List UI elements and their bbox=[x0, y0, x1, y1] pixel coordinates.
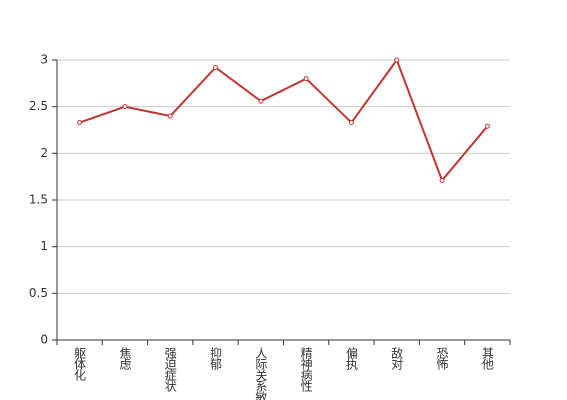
point bbox=[303, 76, 309, 82]
x-tick-label: 偏执 bbox=[344, 346, 358, 371]
x-tick-label: 抑郁 bbox=[209, 346, 223, 371]
x-tick-label: 敌对 bbox=[390, 346, 404, 370]
point bbox=[348, 120, 354, 126]
x-tick-label: 精神病性 bbox=[299, 347, 313, 393]
x-tick-label: 人际关系敏感 bbox=[254, 347, 268, 400]
x-tick-label: 其他 bbox=[480, 347, 494, 370]
y-tick-label: 2.5 bbox=[29, 99, 48, 113]
point bbox=[77, 120, 83, 126]
y-tick-label: 2 bbox=[40, 146, 48, 160]
point bbox=[258, 98, 264, 104]
point bbox=[394, 57, 400, 63]
point bbox=[122, 104, 128, 110]
x-tick-label: 躯体化 bbox=[73, 346, 87, 382]
point bbox=[213, 64, 219, 70]
x-tick-label: 焦虑 bbox=[118, 347, 132, 370]
x-tick-label: 强迫症状 bbox=[163, 347, 177, 392]
line bbox=[79, 57, 489, 183]
point bbox=[439, 177, 445, 183]
point bbox=[484, 123, 490, 129]
point bbox=[167, 113, 173, 119]
y-tick-label: 0 bbox=[40, 333, 48, 347]
y-tick-label: 1.5 bbox=[29, 193, 48, 207]
y-tick-label: 0.5 bbox=[29, 286, 48, 300]
y-tick-label: 3 bbox=[40, 53, 48, 67]
x-tick-label: 恐怖 bbox=[435, 347, 449, 370]
y-tick-label: 1 bbox=[40, 239, 48, 253]
